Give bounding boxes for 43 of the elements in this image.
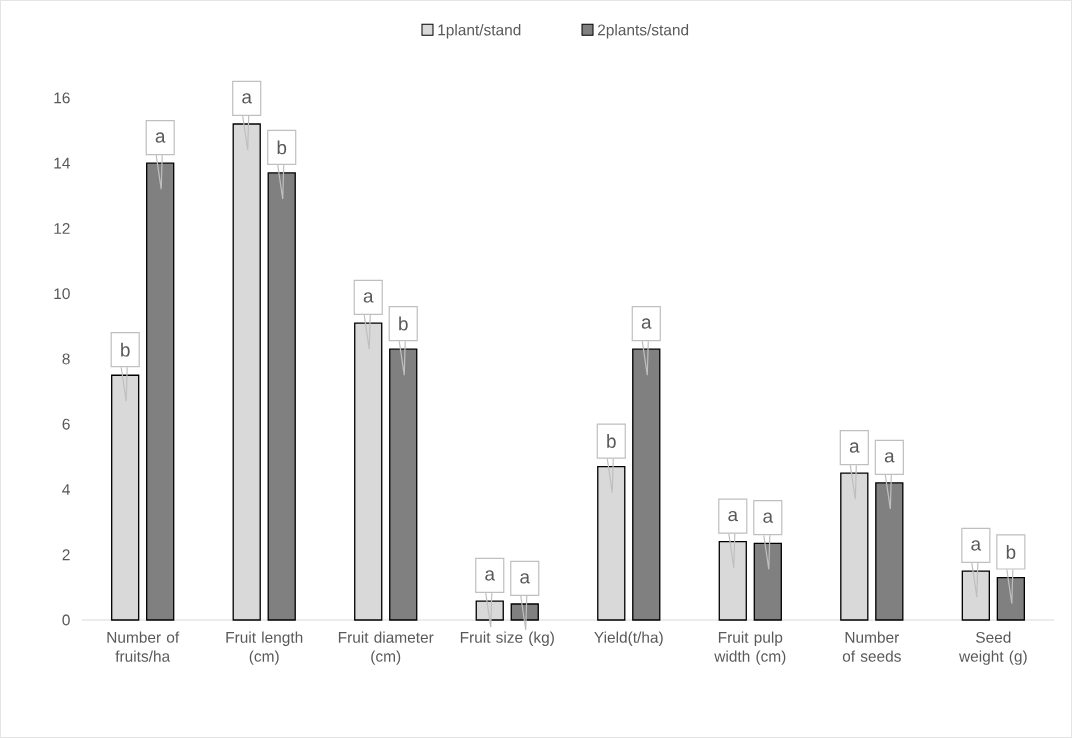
data-label: b — [399, 316, 408, 331]
data-label: b — [1006, 545, 1016, 559]
bar — [389, 348, 418, 621]
x-tick-label: Fruit pulp width (cm) — [714, 631, 786, 665]
y-tick-label: 14 — [54, 157, 70, 169]
data-label: a — [641, 318, 652, 329]
bar — [632, 348, 661, 621]
bar — [146, 162, 175, 621]
data-label: a — [520, 573, 531, 584]
y-tick-label: 4 — [62, 484, 70, 495]
y-tick-label: 6 — [62, 418, 70, 430]
data-label: a — [363, 292, 374, 303]
bar — [267, 172, 296, 621]
legend-label: 1plant/stand — [438, 24, 521, 39]
y-tick-label: 12 — [54, 223, 70, 234]
data-label: b — [607, 434, 616, 449]
bar — [510, 603, 539, 621]
data-label: a — [728, 510, 739, 522]
data-label: a — [242, 93, 252, 104]
data-label: b — [121, 342, 130, 357]
x-tick-label: Fruit length (cm) — [226, 631, 303, 665]
bar — [753, 542, 782, 621]
x-tick-label: Seed weight (g) — [958, 631, 1027, 665]
y-tick-label: 8 — [62, 353, 70, 365]
x-tick-label: Yield(t/ha) — [594, 631, 663, 646]
data-label: a — [485, 570, 496, 581]
x-tick-label: Number of fruits/ha — [107, 631, 180, 662]
y-tick-label: 0 — [62, 614, 70, 626]
data-label: a — [763, 512, 774, 523]
data-label: a — [155, 132, 166, 143]
bar — [996, 576, 1025, 621]
bar — [875, 482, 904, 621]
data-label: b — [277, 140, 287, 155]
data-label: a — [849, 442, 860, 453]
legend-label: 2plants/stand — [598, 24, 689, 39]
data-label: a — [971, 540, 982, 551]
x-tick-label: Fruit size (kg) — [460, 631, 554, 646]
x-tick-label: Number of seeds — [842, 631, 901, 662]
y-tick-label: 2 — [62, 549, 70, 561]
y-tick-label: 10 — [54, 288, 70, 300]
x-tick-label: Fruit diameter (cm) — [338, 631, 434, 665]
y-tick-label: 16 — [54, 92, 70, 104]
data-label: a — [884, 452, 895, 463]
